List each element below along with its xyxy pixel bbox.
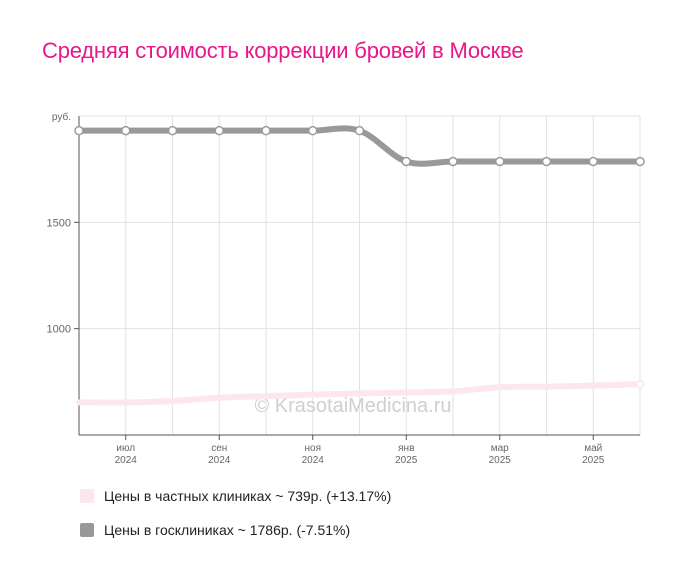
legend-label-private: Цены в частных клиниках ~ 739р. (+13.17%…	[104, 488, 392, 504]
legend-swatch-private	[80, 489, 94, 503]
data-point	[214, 125, 224, 136]
data-point	[261, 125, 271, 136]
x-tick-label-month: май	[584, 443, 602, 454]
data-point	[495, 156, 505, 167]
data-point	[448, 156, 458, 167]
chart-legend: Цены в частных клиниках ~ 739р. (+13.17%…	[80, 486, 391, 506]
x-tick-label-year: 2024	[115, 455, 138, 466]
data-point	[167, 125, 178, 136]
x-tick-label-year: 2025	[395, 455, 418, 466]
x-tick-label-month: мар	[491, 443, 509, 454]
x-tick-label-month: июл	[116, 443, 135, 454]
legend-item-public[interactable]: Цены в госклиниках ~ 1786р. (-7.51%)	[80, 520, 350, 540]
x-tick-label-year: 2024	[302, 455, 325, 466]
data-point	[401, 156, 411, 167]
data-point	[121, 125, 131, 136]
legend-swatch-public	[80, 523, 94, 537]
x-tick-label-year: 2025	[489, 455, 512, 466]
y-tick-label: 1000	[47, 324, 71, 336]
data-point	[308, 125, 318, 136]
data-point	[635, 156, 645, 167]
x-tick-label-month: ноя	[305, 443, 322, 454]
series-line-0	[76, 381, 643, 406]
data-point	[541, 156, 552, 167]
data-point	[354, 125, 365, 136]
y-unit-label: руб.	[52, 111, 71, 123]
chart-title: Средняя стоимость коррекции бровей в Мос…	[42, 38, 524, 63]
watermark: © KrasotaiMedicina.ru	[254, 395, 451, 417]
x-tick-label-month: янв	[398, 443, 414, 454]
y-tick-label: 1500	[47, 217, 71, 229]
x-tick-label-month: сен	[211, 443, 227, 454]
chart-legend-2: Цены в госклиниках ~ 1786р. (-7.51%)	[80, 520, 350, 540]
x-tick-label-year: 2025	[582, 455, 605, 466]
data-point	[635, 379, 645, 389]
legend-label-public: Цены в госклиниках ~ 1786р. (-7.51%)	[104, 522, 351, 538]
data-point	[74, 125, 84, 136]
data-point	[588, 156, 598, 167]
x-tick-label-year: 2024	[208, 455, 231, 466]
legend-item-private[interactable]: Цены в частных клиниках ~ 739р. (+13.17%…	[80, 486, 391, 506]
